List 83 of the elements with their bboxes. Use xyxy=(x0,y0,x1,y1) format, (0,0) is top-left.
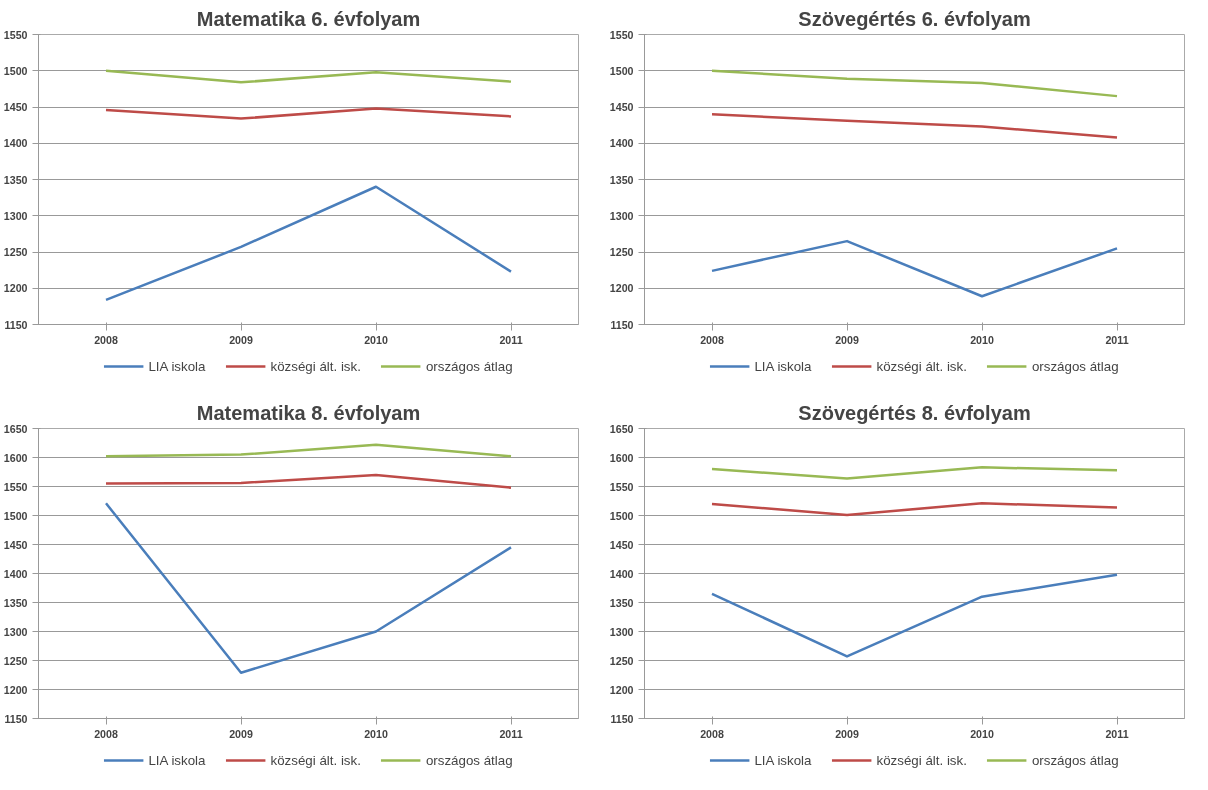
x-tick-label: 2011 xyxy=(499,333,523,346)
x-tick-label: 2010 xyxy=(970,333,994,346)
x-tick-label: 2011 xyxy=(1105,727,1129,740)
y-tick-label: 1150 xyxy=(610,318,634,331)
x-tick-label: 2010 xyxy=(364,333,388,346)
legend-label: LIA iskola xyxy=(754,752,812,768)
y-tick-label: 1400 xyxy=(609,137,634,150)
line-series xyxy=(710,573,1119,658)
y-tick-label: 1500 xyxy=(609,509,634,522)
legend-label: országos átlag xyxy=(425,752,513,768)
line-series xyxy=(104,502,513,674)
y-tick-label: 1550 xyxy=(3,480,28,493)
y-tick-label: 1150 xyxy=(4,318,28,331)
x-tick-label: 2009 xyxy=(229,333,253,346)
y-tick-label: 1600 xyxy=(3,451,28,464)
legend-label: községi ált. isk. xyxy=(876,358,967,374)
line-series xyxy=(104,107,513,120)
line-series xyxy=(710,239,1119,298)
y-tick-label: 1400 xyxy=(609,567,634,580)
y-tick-label: 1550 xyxy=(3,28,28,41)
y-tick-label: 1450 xyxy=(609,101,634,113)
x-tick-label: 2011 xyxy=(499,727,523,740)
x-tick-label: 2009 xyxy=(835,727,859,740)
x-tick-label: 2008 xyxy=(700,333,724,346)
y-tick-label: 1350 xyxy=(609,596,634,609)
chart-title: Szövegértés 6. évfolyam xyxy=(798,7,1031,30)
y-tick-label: 1250 xyxy=(3,654,28,667)
y-tick-label: 1650 xyxy=(3,422,28,435)
legend-label: községi ált. isk. xyxy=(270,752,361,768)
y-tick-label: 1350 xyxy=(609,173,634,186)
y-tick-label: 1150 xyxy=(4,712,28,725)
line-series xyxy=(104,185,513,302)
legend-label: országos átlag xyxy=(425,358,513,374)
x-tick-label: 2010 xyxy=(970,727,994,740)
y-tick-label: 1200 xyxy=(609,683,634,696)
line-series xyxy=(710,466,1119,480)
legend-label: LIA iskola xyxy=(148,752,206,768)
x-tick-label: 2009 xyxy=(835,333,859,346)
y-tick-label: 1500 xyxy=(609,64,634,77)
x-tick-label: 2009 xyxy=(229,727,253,740)
y-tick-label: 1200 xyxy=(609,282,634,295)
legend-label: LIA iskola xyxy=(148,358,206,374)
line-series xyxy=(104,473,513,489)
y-tick-label: 1300 xyxy=(3,625,28,638)
line-series xyxy=(710,69,1119,98)
y-tick-label: 1400 xyxy=(3,567,28,580)
y-tick-label: 1350 xyxy=(3,596,28,609)
line-series xyxy=(710,502,1119,517)
y-tick-label: 1550 xyxy=(609,480,634,493)
legend-label: községi ált. isk. xyxy=(876,752,967,768)
y-tick-label: 1650 xyxy=(609,422,634,435)
y-tick-label: 1450 xyxy=(3,101,28,113)
legend-label: országos átlag xyxy=(1031,358,1119,374)
y-tick-label: 1300 xyxy=(609,625,634,638)
y-tick-label: 1500 xyxy=(3,509,28,522)
y-tick-label: 1300 xyxy=(609,209,634,222)
chart-title: Matematika 8. évfolyam xyxy=(196,401,421,424)
y-tick-label: 1250 xyxy=(3,246,28,258)
y-tick-label: 1200 xyxy=(3,683,28,696)
line-series xyxy=(710,113,1119,139)
y-tick-label: 1200 xyxy=(3,282,28,295)
y-tick-label: 1250 xyxy=(609,246,634,258)
y-tick-label: 1350 xyxy=(3,173,28,186)
x-tick-label: 2011 xyxy=(1105,333,1129,346)
y-tick-label: 1450 xyxy=(609,538,634,551)
chart-title: Matematika 6. évfolyam xyxy=(196,7,421,30)
x-tick-label: 2008 xyxy=(700,727,724,740)
y-tick-label: 1250 xyxy=(609,654,634,667)
y-tick-label: 1500 xyxy=(3,64,28,77)
legend-label: országos átlag xyxy=(1031,752,1119,768)
y-tick-label: 1400 xyxy=(3,137,28,150)
legend-label: LIA iskola xyxy=(754,358,812,374)
y-tick-label: 1450 xyxy=(3,538,28,551)
x-tick-label: 2008 xyxy=(94,333,118,346)
y-tick-label: 1600 xyxy=(609,451,634,464)
x-tick-label: 2010 xyxy=(364,727,388,740)
y-tick-label: 1300 xyxy=(3,209,28,222)
x-tick-label: 2008 xyxy=(94,727,118,740)
line-series xyxy=(104,69,513,84)
y-tick-label: 1150 xyxy=(610,712,634,725)
chart-title: Szövegértés 8. évfolyam xyxy=(798,401,1031,424)
legend-label: községi ált. isk. xyxy=(270,358,361,374)
y-tick-label: 1550 xyxy=(609,28,634,41)
